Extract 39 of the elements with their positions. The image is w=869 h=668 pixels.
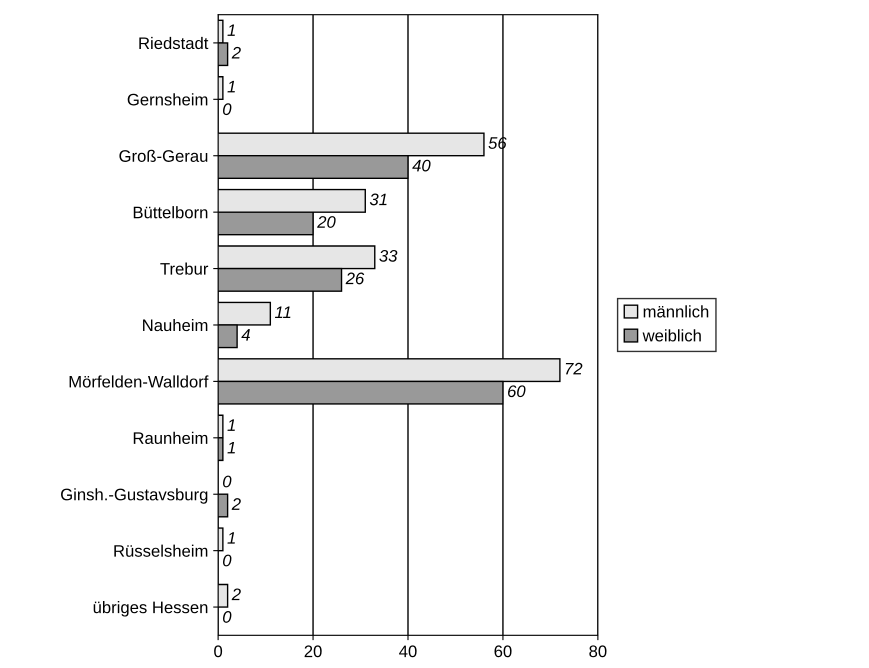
- data-label: 1: [227, 24, 235, 36]
- y-tick-label: Trebur: [160, 262, 208, 275]
- y-tick-label: Gernsheim: [128, 93, 208, 106]
- data-label: 60: [508, 385, 526, 398]
- y-tick-label: Groß-Gerau: [119, 150, 208, 162]
- y-tick-label: Büttelborn: [134, 206, 208, 218]
- x-tick-label: 20: [304, 645, 322, 658]
- data-label: 0: [223, 103, 232, 116]
- y-tick-label: Raunheim: [134, 432, 208, 444]
- data-label: 1: [227, 80, 235, 92]
- data-label: 1: [227, 442, 235, 454]
- data-label: 33: [379, 250, 398, 262]
- data-label: 0: [223, 554, 232, 566]
- data-label: 4: [241, 329, 250, 341]
- data-label: 40: [412, 160, 431, 172]
- data-label: 2: [232, 498, 241, 510]
- data-label: 2: [232, 588, 241, 600]
- data-label: 1: [227, 532, 235, 544]
- data-label: 11: [274, 306, 290, 318]
- legend-label: weiblich: [642, 329, 701, 342]
- x-tick-label: 0: [214, 645, 222, 658]
- data-label: 1: [227, 419, 235, 431]
- y-tick-label: Ginsh.-Gustavsburg: [61, 488, 208, 504]
- data-label: 0: [223, 611, 232, 623]
- data-label: 20: [317, 216, 336, 228]
- data-label: 31: [370, 194, 387, 206]
- data-label: 0: [223, 476, 232, 488]
- y-tick-label: Rüsselsheim: [114, 544, 208, 557]
- y-tick-label: Riedstadt: [139, 36, 208, 50]
- y-tick-label: übriges Hessen: [94, 601, 208, 617]
- legend-label: männlich: [644, 305, 708, 318]
- x-tick-label: 80: [589, 645, 606, 658]
- y-tick-label: Nauheim: [143, 318, 208, 332]
- y-tick-label: Mörfelden-Walldorf: [70, 375, 208, 388]
- data-label: 26: [346, 272, 364, 284]
- x-tick-label: 60: [494, 645, 512, 658]
- data-label: 72: [566, 362, 582, 374]
- x-tick-label: 40: [399, 645, 417, 658]
- data-label: 2: [232, 46, 241, 58]
